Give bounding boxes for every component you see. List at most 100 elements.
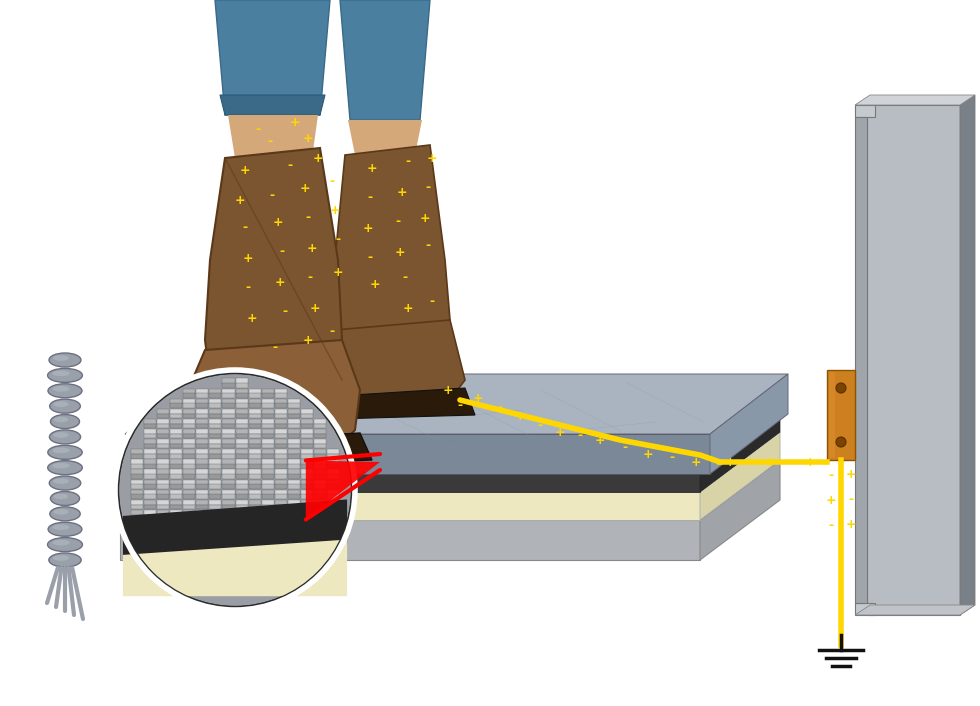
Bar [157, 444, 169, 448]
Bar [235, 474, 248, 479]
Bar [210, 464, 221, 469]
Text: +: + [826, 493, 836, 506]
Polygon shape [220, 95, 325, 115]
Polygon shape [710, 374, 788, 474]
Ellipse shape [53, 401, 69, 407]
Bar [144, 479, 156, 485]
Bar [288, 399, 300, 404]
Polygon shape [228, 115, 318, 158]
Bar [196, 474, 209, 479]
Bar [274, 429, 287, 434]
Bar [235, 510, 248, 515]
Ellipse shape [53, 525, 70, 530]
Bar [170, 419, 182, 424]
Bar [274, 469, 287, 474]
Text: -: - [368, 191, 372, 205]
Bar [183, 399, 195, 404]
Bar [196, 414, 209, 418]
Bar [196, 479, 209, 485]
Bar [183, 505, 195, 509]
Bar [315, 490, 326, 495]
Bar [288, 510, 300, 515]
Bar [196, 484, 209, 489]
Text: +: + [555, 426, 565, 438]
Bar [262, 510, 273, 515]
Bar [235, 494, 248, 499]
Bar [235, 433, 248, 438]
Bar [249, 479, 261, 485]
Bar [196, 449, 209, 455]
Bar [222, 490, 234, 495]
Bar [249, 414, 261, 418]
Bar [235, 393, 248, 398]
Bar [249, 494, 261, 499]
Bar [130, 510, 143, 515]
Bar [210, 500, 221, 505]
Bar [196, 399, 209, 404]
Bar [144, 505, 156, 509]
Polygon shape [125, 434, 710, 474]
Bar [183, 419, 195, 424]
Polygon shape [700, 414, 780, 492]
Text: +: + [234, 193, 245, 206]
Bar [262, 515, 273, 520]
Bar [130, 505, 143, 509]
Bar [196, 464, 209, 469]
Bar [210, 510, 221, 515]
Bar [210, 494, 221, 499]
Text: -: - [270, 189, 274, 201]
Bar [262, 479, 273, 485]
Bar [315, 505, 326, 509]
Bar [301, 510, 314, 515]
Polygon shape [120, 432, 780, 492]
Bar [288, 449, 300, 455]
Bar [157, 474, 169, 479]
Bar [170, 433, 182, 438]
Bar [301, 444, 314, 448]
Bar [183, 444, 195, 448]
Bar [170, 429, 182, 434]
Bar [210, 479, 221, 485]
Bar [315, 424, 326, 429]
Bar [262, 505, 273, 509]
Bar [157, 515, 169, 520]
Bar [262, 424, 273, 429]
Bar [274, 449, 287, 455]
Bar [222, 378, 234, 383]
Polygon shape [827, 370, 855, 460]
Bar [288, 464, 300, 469]
Bar [157, 409, 169, 414]
Bar [157, 490, 169, 495]
Bar [301, 494, 314, 499]
Bar [196, 454, 209, 459]
Bar [274, 414, 287, 418]
Bar [170, 409, 182, 414]
Bar [144, 515, 156, 520]
Bar [288, 424, 300, 429]
Bar [315, 444, 326, 448]
Bar [235, 449, 248, 455]
Bar [183, 474, 195, 479]
Bar [301, 439, 314, 444]
Bar [288, 439, 300, 444]
Bar [210, 419, 221, 424]
Bar [144, 469, 156, 474]
Bar [288, 479, 300, 485]
Bar [196, 429, 209, 434]
Bar [183, 409, 195, 414]
Ellipse shape [53, 355, 69, 361]
Bar [222, 409, 234, 414]
Bar [170, 449, 182, 455]
Polygon shape [867, 105, 960, 615]
Bar [157, 469, 169, 474]
Text: +: + [290, 116, 300, 128]
Bar [235, 414, 248, 418]
Text: -: - [403, 272, 408, 285]
Bar [274, 460, 287, 465]
Bar [274, 494, 287, 499]
Ellipse shape [50, 399, 80, 413]
Bar [235, 460, 248, 465]
Text: +: + [303, 333, 314, 347]
Bar [183, 424, 195, 429]
Bar [210, 444, 221, 448]
